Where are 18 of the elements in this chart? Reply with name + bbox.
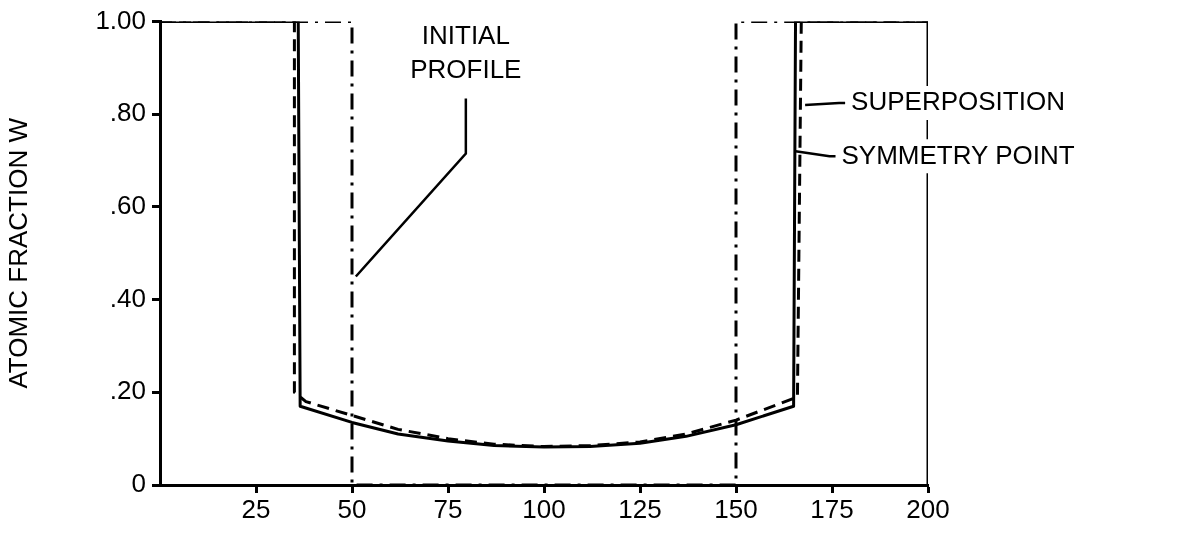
x-tick-label: 75 [433, 493, 463, 524]
y-tick-label: .60 [109, 190, 146, 221]
annotation: SYMMETRY POINT [841, 139, 1075, 170]
y-tick-label: 0 [131, 468, 146, 499]
x-tick-label: 200 [906, 493, 950, 524]
annotation: INITIAL PROFILE [410, 19, 522, 84]
y-tick-label: .40 [109, 282, 146, 313]
y-axis-title: ATOMIC FRACTION W [2, 117, 33, 389]
x-tick-label: 50 [337, 493, 367, 524]
x-tick-label: 25 [241, 493, 271, 524]
x-tick-label: 125 [618, 493, 662, 524]
x-tick-label: 150 [714, 493, 758, 524]
y-tick-label: .80 [109, 97, 146, 128]
y-tick-label: .20 [109, 375, 146, 406]
x-tick-label: 100 [522, 493, 566, 524]
annotation: SUPERPOSITION [851, 86, 1065, 117]
x-tick-label: 175 [810, 493, 854, 524]
y-tick-label: 1.00 [95, 4, 146, 35]
